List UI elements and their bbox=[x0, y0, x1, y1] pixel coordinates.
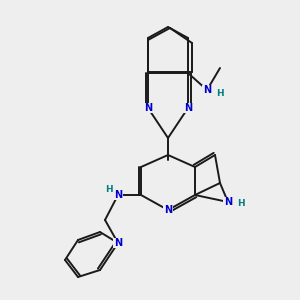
Text: H: H bbox=[237, 200, 244, 208]
Text: N: N bbox=[184, 103, 192, 113]
Text: N: N bbox=[164, 205, 172, 215]
Text: N: N bbox=[114, 238, 122, 248]
Text: H: H bbox=[105, 185, 113, 194]
Text: N: N bbox=[224, 197, 232, 207]
Text: N: N bbox=[114, 190, 122, 200]
Text: N: N bbox=[144, 103, 152, 113]
Text: N: N bbox=[203, 85, 211, 95]
Text: H: H bbox=[216, 88, 224, 98]
